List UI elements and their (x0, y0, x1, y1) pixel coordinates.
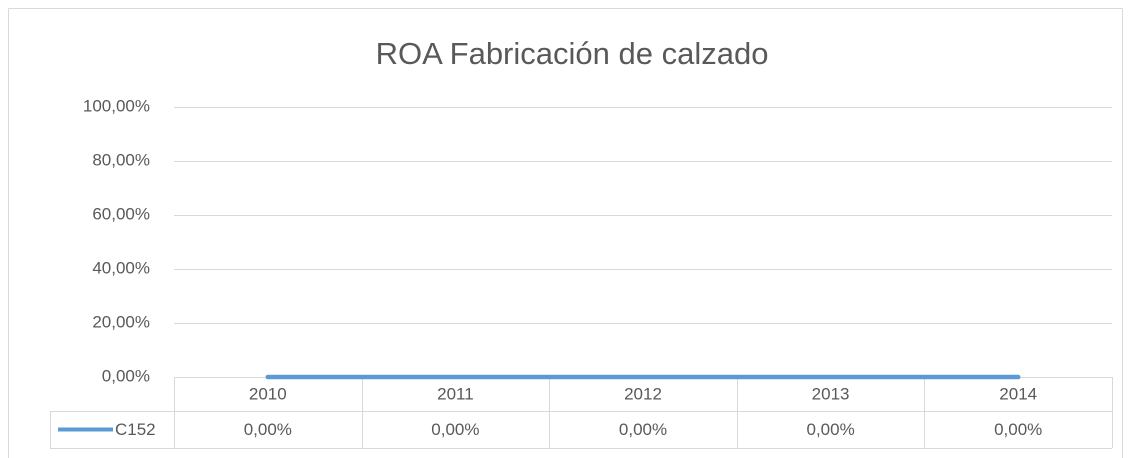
x-tick-label: 2011 (437, 384, 474, 403)
legend-label: C152 (115, 420, 156, 439)
y-tick-label: 80,00% (92, 150, 150, 169)
x-tick-label: 2014 (999, 384, 1037, 403)
y-tick-label: 20,00% (92, 312, 150, 331)
data-label: 0,00% (994, 420, 1042, 439)
y-tick-label: 40,00% (92, 258, 150, 277)
data-label: 0,00% (806, 420, 854, 439)
data-label: 0,00% (431, 420, 479, 439)
y-tick-label: 0,00% (102, 366, 150, 385)
data-label: 0,00% (619, 420, 667, 439)
x-tick-label: 2012 (624, 384, 662, 403)
x-tick-label: 2010 (249, 384, 287, 403)
y-tick-label: 60,00% (92, 204, 150, 223)
x-tick-label: 2013 (812, 384, 850, 403)
chart-title: ROA Fabricación de calzado (376, 36, 769, 71)
data-label: 0,00% (244, 420, 292, 439)
y-tick-label: 100,00% (83, 96, 150, 115)
